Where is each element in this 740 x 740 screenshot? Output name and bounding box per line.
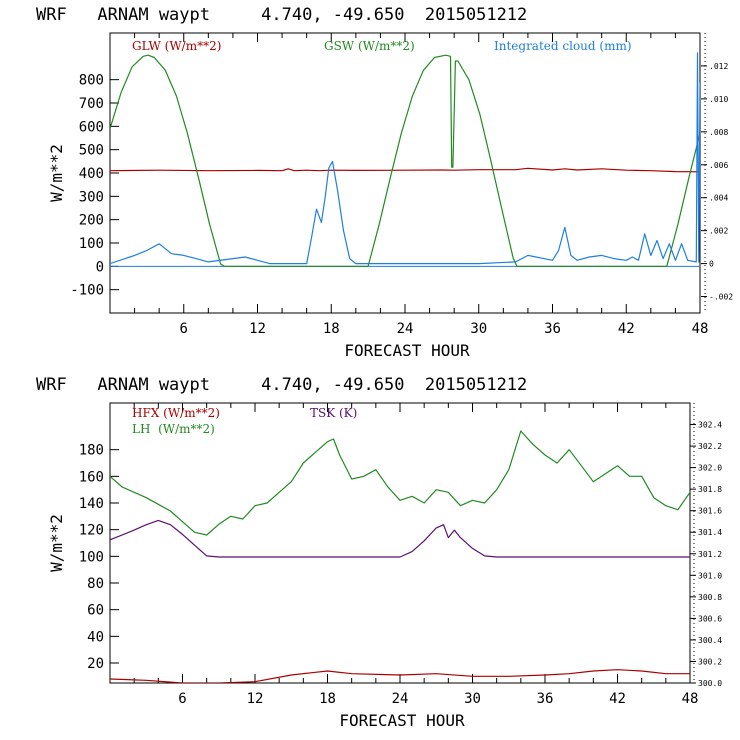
series-lh-line xyxy=(110,430,690,536)
y-tick-label: 800 xyxy=(79,73,104,89)
right-tick-label: 301.6 xyxy=(698,507,722,516)
x-tick-label: 30 xyxy=(470,321,487,337)
right-tick-label: 302.4 xyxy=(698,421,722,430)
right-tick-label: 0 xyxy=(709,260,714,269)
x-tick-label: 36 xyxy=(537,691,554,707)
y-tick-label: -100 xyxy=(70,283,104,299)
y-axis-label: W/m**2 xyxy=(47,514,66,572)
series-glw-line xyxy=(110,167,700,173)
x-tick-label: 18 xyxy=(319,691,336,707)
right-tick-label: .004 xyxy=(709,194,728,203)
y-tick-label: 180 xyxy=(79,443,104,459)
x-tick-label: 42 xyxy=(618,321,635,337)
x-tick-label: 48 xyxy=(692,321,709,337)
chart-title: WRF ARNAM waypt 4.740, -49.650 201505121… xyxy=(36,5,527,25)
y-tick-label: 160 xyxy=(79,469,104,485)
x-tick-label: 24 xyxy=(392,691,409,707)
y-tick-label: 80 xyxy=(87,576,104,592)
right-tick-label: .012 xyxy=(709,62,728,71)
right-tick-label: .010 xyxy=(709,95,728,104)
x-tick-label: 6 xyxy=(178,691,186,707)
series-hfx-line xyxy=(110,669,690,683)
legend-entry: TSK (K) xyxy=(310,406,357,420)
right-tick-label: .006 xyxy=(709,161,728,170)
x-tick-label: 12 xyxy=(247,691,264,707)
y-tick-label: 400 xyxy=(79,166,104,182)
series-gsw-line xyxy=(110,54,700,267)
plot-frame xyxy=(109,402,691,684)
right-tick-label: 300.8 xyxy=(698,593,722,602)
x-tick-label: 30 xyxy=(464,691,481,707)
x-tick-label: 24 xyxy=(397,321,414,337)
y-tick-label: 60 xyxy=(87,603,104,619)
legend-entry: LH (W/m**2) xyxy=(132,422,215,436)
x-tick-label: 18 xyxy=(323,321,340,337)
y-tick-label: 600 xyxy=(79,119,104,135)
right-tick-label: .002 xyxy=(709,227,728,236)
y-tick-label: 40 xyxy=(87,629,104,645)
y-tick-label: 140 xyxy=(79,496,104,512)
series-integrated-cloud-line xyxy=(110,52,700,265)
right-tick-label: .008 xyxy=(709,128,728,137)
right-tick-label: -.002 xyxy=(709,293,733,302)
right-tick-label: 300.2 xyxy=(698,657,722,666)
legend-entry: GSW (W/m**2) xyxy=(324,39,415,53)
y-tick-label: 200 xyxy=(79,213,104,229)
x-tick-label: 6 xyxy=(180,321,188,337)
x-tick-label: 42 xyxy=(609,691,626,707)
y-tick-label: 100 xyxy=(79,549,104,565)
right-tick-label: 300.6 xyxy=(698,614,722,623)
x-tick-label: 12 xyxy=(249,321,266,337)
right-tick-label: 302.0 xyxy=(698,464,722,473)
x-tick-label: 36 xyxy=(544,321,561,337)
right-tick-label: 301.2 xyxy=(698,550,722,559)
y-axis-label: W/m**2 xyxy=(47,144,66,202)
plot-frame xyxy=(109,32,701,314)
y-tick-label: 100 xyxy=(79,236,104,252)
right-tick-label: 300.4 xyxy=(698,636,722,645)
right-tick-label: 302.2 xyxy=(698,442,722,451)
chart-top-radiation: WRF ARNAM waypt 4.740, -49.650 201505121… xyxy=(36,5,733,360)
y-tick-label: 700 xyxy=(79,96,104,112)
x-axis-label: FORECAST HOUR xyxy=(339,711,465,730)
y-tick-label: 0 xyxy=(96,259,104,275)
right-tick-label: 301.8 xyxy=(698,485,722,494)
x-axis-label: FORECAST HOUR xyxy=(344,341,470,360)
x-tick-label: 48 xyxy=(682,691,699,707)
y-tick-label: 20 xyxy=(87,656,104,672)
chart-title: WRF ARNAM waypt 4.740, -49.650 201505121… xyxy=(36,375,527,395)
y-tick-label: 300 xyxy=(79,189,104,205)
series-tsk-line xyxy=(110,519,690,558)
legend-entry: GLW (W/m**2) xyxy=(132,39,221,53)
right-tick-label: 300.0 xyxy=(698,679,722,688)
legend-entry: HFX (W/m**2) xyxy=(132,406,220,420)
legend-entry: Integrated cloud (mm) xyxy=(494,39,632,53)
chart-bottom-fluxes: WRF ARNAM waypt 4.740, -49.650 201505121… xyxy=(36,375,722,730)
right-tick-label: 301.4 xyxy=(698,528,722,537)
right-tick-label: 301.0 xyxy=(698,571,722,580)
y-tick-label: 120 xyxy=(79,523,104,539)
y-tick-label: 500 xyxy=(79,143,104,159)
